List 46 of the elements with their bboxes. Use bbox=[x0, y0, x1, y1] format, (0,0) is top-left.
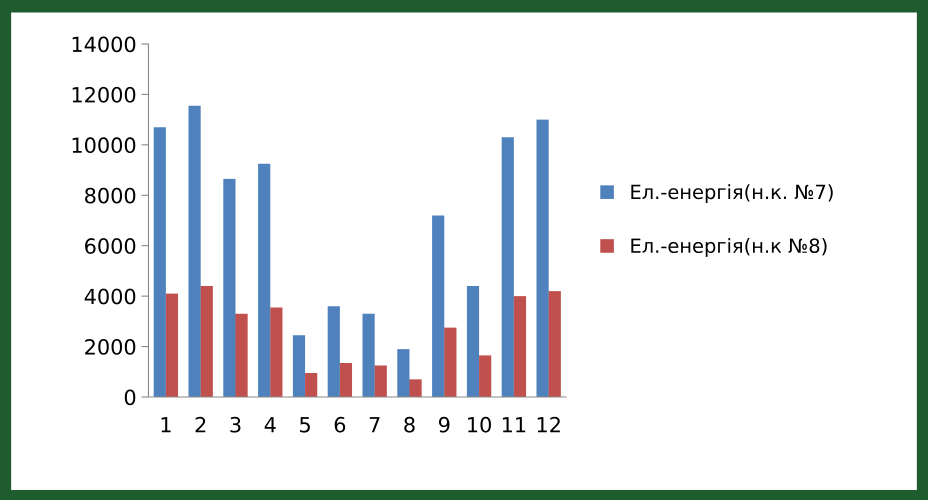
x-tick-label: 3 bbox=[230, 416, 240, 433]
bar bbox=[409, 379, 422, 397]
y-tick-label: 4000 bbox=[84, 288, 136, 304]
bar bbox=[514, 296, 526, 397]
bar bbox=[154, 127, 166, 397]
bar bbox=[328, 306, 340, 397]
x-tick-label: 7 bbox=[370, 417, 380, 432]
x-tick-label: 6 bbox=[334, 416, 346, 433]
x-tick-label: 8 bbox=[404, 416, 415, 433]
bar bbox=[466, 286, 480, 397]
bar bbox=[340, 362, 352, 397]
y-tick-label: 12000 bbox=[72, 86, 136, 103]
bar bbox=[166, 294, 178, 397]
bar bbox=[548, 291, 561, 397]
y-tick-label: 0 bbox=[124, 389, 136, 406]
bar bbox=[536, 120, 549, 397]
bar bbox=[200, 286, 213, 397]
x-tick-label: 11 bbox=[502, 417, 526, 432]
x-tick-label: 10 bbox=[468, 416, 491, 433]
bar bbox=[223, 178, 236, 397]
y-tick-label: 10000 bbox=[72, 137, 136, 154]
bar bbox=[258, 164, 270, 397]
legend-label: Ел.-енергія(н.к. №7) bbox=[631, 184, 833, 203]
legend-label: Ел.-енергія(н.к №8) bbox=[631, 238, 827, 257]
bar bbox=[292, 335, 306, 397]
y-tick-label: 14000 bbox=[72, 36, 136, 52]
y-tick-label: 6000 bbox=[85, 238, 136, 254]
y-tick-label: 8000 bbox=[85, 188, 136, 204]
x-tick-label: 5 bbox=[300, 417, 310, 433]
bar bbox=[479, 355, 492, 397]
x-tick-label: 12 bbox=[538, 416, 560, 432]
bar bbox=[502, 137, 514, 397]
bar bbox=[305, 373, 318, 397]
bar bbox=[444, 328, 456, 397]
x-tick-label: 9 bbox=[438, 416, 450, 433]
bar bbox=[397, 349, 410, 397]
bar bbox=[235, 314, 248, 397]
bar bbox=[362, 314, 375, 397]
bar bbox=[188, 106, 201, 397]
bar bbox=[432, 215, 444, 397]
x-tick-label: 4 bbox=[264, 417, 276, 432]
y-tick-label: 2000 bbox=[85, 339, 136, 355]
x-tick-label: 2 bbox=[196, 416, 206, 432]
bar bbox=[270, 307, 282, 397]
x-tick-label: 1 bbox=[162, 417, 171, 432]
bar bbox=[374, 365, 387, 397]
